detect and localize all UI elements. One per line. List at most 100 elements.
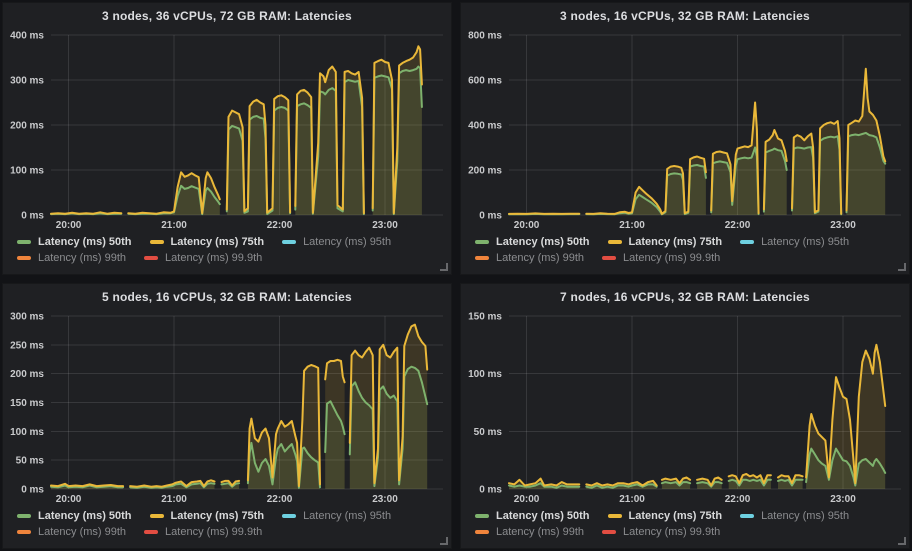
legend: Latency (ms) 50th Latency (ms) 75th Latenc… xyxy=(3,507,451,548)
legend-label: Latency (ms) 75th xyxy=(170,510,265,522)
panel-3-nodes-16-vcpu: 3 nodes, 16 vCPUs, 32 GB RAM: Latencies … xyxy=(460,2,910,275)
legend-color-swatch xyxy=(17,530,31,534)
latency-graph[interactable]: 0 ms 50 ms 100 ms 150 ms 20:00 21:00 22:00 23:0… xyxy=(461,309,909,507)
legend: Latency (ms) 50th Latency (ms) 75th Latenc… xyxy=(461,507,909,548)
legend-item-latency-ms-99th[interactable]: Latency (ms) 99th xyxy=(475,252,584,264)
svg-text:22:00: 22:00 xyxy=(267,220,293,231)
resize-handle-icon[interactable] xyxy=(440,537,448,545)
legend-label: Latency (ms) 99th xyxy=(496,526,585,538)
legend-item-latency-ms-50th[interactable]: Latency (ms) 50th xyxy=(17,510,132,522)
svg-text:21:00: 21:00 xyxy=(161,494,187,505)
legend-label: Latency (ms) 75th xyxy=(170,236,265,248)
legend-label: Latency (ms) 99th xyxy=(496,252,585,264)
legend-item-latency-ms-50th[interactable]: Latency (ms) 50th xyxy=(17,236,132,248)
svg-text:250 ms: 250 ms xyxy=(10,340,44,351)
panel-3-nodes-36-vcpu: 3 nodes, 36 vCPUs, 72 GB RAM: Latencies … xyxy=(2,2,452,275)
legend-color-swatch xyxy=(17,256,31,260)
svg-text:22:00: 22:00 xyxy=(725,494,751,505)
svg-text:23:00: 23:00 xyxy=(372,494,398,505)
svg-text:50 ms: 50 ms xyxy=(474,427,503,438)
legend-item-latency-ms-95th[interactable]: Latency (ms) 95th xyxy=(282,510,391,522)
svg-text:200 ms: 200 ms xyxy=(10,121,44,132)
legend-color-swatch xyxy=(149,240,164,244)
legend-item-latency-ms-99.9th[interactable]: Latency (ms) 99.9th xyxy=(602,526,720,538)
legend-item-latency-ms-99.9th[interactable]: Latency (ms) 99.9th xyxy=(602,252,720,264)
legend-color-swatch xyxy=(282,514,297,518)
resize-handle-icon[interactable] xyxy=(898,263,906,271)
legend-item-latency-ms-50th[interactable]: Latency (ms) 50th xyxy=(475,236,590,248)
svg-text:400 ms: 400 ms xyxy=(10,31,44,42)
legend-item-latency-ms-95th[interactable]: Latency (ms) 95th xyxy=(740,510,849,522)
panel-title[interactable]: 5 nodes, 16 vCPUs, 32 GB RAM: Latencies xyxy=(102,289,352,304)
legend-label: Latency (ms) 50th xyxy=(496,236,590,248)
legend-item-latency-ms-99.9th[interactable]: Latency (ms) 99.9th xyxy=(144,526,262,538)
legend-item-latency-ms-75th[interactable]: Latency (ms) 75th xyxy=(149,236,265,248)
latency-graph[interactable]: 0 ms 100 ms 200 ms 300 ms 400 ms 20:00 21:00 22… xyxy=(3,28,451,233)
svg-text:200 ms: 200 ms xyxy=(10,369,44,380)
legend-color-swatch xyxy=(282,240,297,244)
svg-text:21:00: 21:00 xyxy=(619,220,645,231)
legend-color-swatch xyxy=(17,514,31,518)
legend-label: Latency (ms) 95th xyxy=(303,510,392,522)
legend-color-swatch xyxy=(17,240,31,244)
legend-item-latency-ms-75th[interactable]: Latency (ms) 75th xyxy=(149,510,265,522)
svg-text:0 ms: 0 ms xyxy=(21,211,44,222)
legend-item-latency-ms-95th[interactable]: Latency (ms) 95th xyxy=(740,236,849,248)
latency-graph[interactable]: 0 ms 50 ms 100 ms 150 ms 200 ms 250 ms 300 ms 2… xyxy=(3,309,451,507)
legend-item-latency-ms-50th[interactable]: Latency (ms) 50th xyxy=(475,510,590,522)
svg-text:20:00: 20:00 xyxy=(56,220,82,231)
legend-item-latency-ms-95th[interactable]: Latency (ms) 95th xyxy=(282,236,391,248)
legend-color-swatch xyxy=(602,256,617,260)
latency-graph[interactable]: 0 ms 200 ms 400 ms 600 ms 800 ms 20:00 21:00 22… xyxy=(461,28,909,233)
legend-color-swatch xyxy=(144,530,159,534)
legend-label: Latency (ms) 95th xyxy=(303,236,392,248)
svg-text:150 ms: 150 ms xyxy=(10,398,44,409)
legend-color-swatch xyxy=(475,514,489,518)
svg-text:0 ms: 0 ms xyxy=(21,485,44,496)
svg-text:150 ms: 150 ms xyxy=(468,312,502,323)
svg-text:300 ms: 300 ms xyxy=(10,76,44,87)
legend-color-swatch xyxy=(607,240,622,244)
panel-title[interactable]: 3 nodes, 36 vCPUs, 72 GB RAM: Latencies xyxy=(102,8,352,23)
legend-label: Latency (ms) 99th xyxy=(38,252,127,264)
legend-item-latency-ms-99th[interactable]: Latency (ms) 99th xyxy=(17,252,126,264)
panel-5-nodes-16-vcpu: 5 nodes, 16 vCPUs, 32 GB RAM: Latencies … xyxy=(2,283,452,549)
legend-item-latency-ms-75th[interactable]: Latency (ms) 75th xyxy=(607,236,723,248)
svg-text:22:00: 22:00 xyxy=(725,220,751,231)
svg-text:23:00: 23:00 xyxy=(830,494,856,505)
legend-item-latency-ms-99.9th[interactable]: Latency (ms) 99.9th xyxy=(144,252,262,264)
legend-label: Latency (ms) 99.9th xyxy=(165,526,263,538)
legend-color-swatch xyxy=(475,240,489,244)
svg-text:0 ms: 0 ms xyxy=(479,485,502,496)
legend-item-latency-ms-75th[interactable]: Latency (ms) 75th xyxy=(607,510,723,522)
legend-color-swatch xyxy=(144,256,159,260)
svg-text:23:00: 23:00 xyxy=(830,220,856,231)
legend-item-latency-ms-99th[interactable]: Latency (ms) 99th xyxy=(17,526,126,538)
legend-label: Latency (ms) 75th xyxy=(628,510,723,522)
svg-text:50 ms: 50 ms xyxy=(16,456,45,467)
resize-handle-icon[interactable] xyxy=(440,263,448,271)
legend-label: Latency (ms) 99.9th xyxy=(623,252,721,264)
legend-label: Latency (ms) 95th xyxy=(761,236,850,248)
svg-text:200 ms: 200 ms xyxy=(468,166,502,177)
svg-text:23:00: 23:00 xyxy=(372,220,398,231)
legend-label: Latency (ms) 50th xyxy=(38,510,132,522)
legend-color-swatch xyxy=(475,530,489,534)
svg-text:20:00: 20:00 xyxy=(56,494,82,505)
legend-color-swatch xyxy=(740,240,755,244)
legend-item-latency-ms-99th[interactable]: Latency (ms) 99th xyxy=(475,526,584,538)
legend: Latency (ms) 50th Latency (ms) 75th Latenc… xyxy=(461,233,909,274)
legend-color-swatch xyxy=(602,530,617,534)
panel-title[interactable]: 7 nodes, 16 vCPUs, 32 GB RAM: Latencies xyxy=(560,289,810,304)
legend-label: Latency (ms) 99.9th xyxy=(165,252,263,264)
panel-title[interactable]: 3 nodes, 16 vCPUs, 32 GB RAM: Latencies xyxy=(560,8,810,23)
legend-label: Latency (ms) 50th xyxy=(38,236,132,248)
legend-color-swatch xyxy=(740,514,755,518)
legend-label: Latency (ms) 75th xyxy=(628,236,723,248)
svg-text:100 ms: 100 ms xyxy=(10,427,44,438)
svg-text:600 ms: 600 ms xyxy=(468,76,502,87)
resize-handle-icon[interactable] xyxy=(898,537,906,545)
legend-label: Latency (ms) 99.9th xyxy=(623,526,721,538)
legend-color-swatch xyxy=(475,256,489,260)
